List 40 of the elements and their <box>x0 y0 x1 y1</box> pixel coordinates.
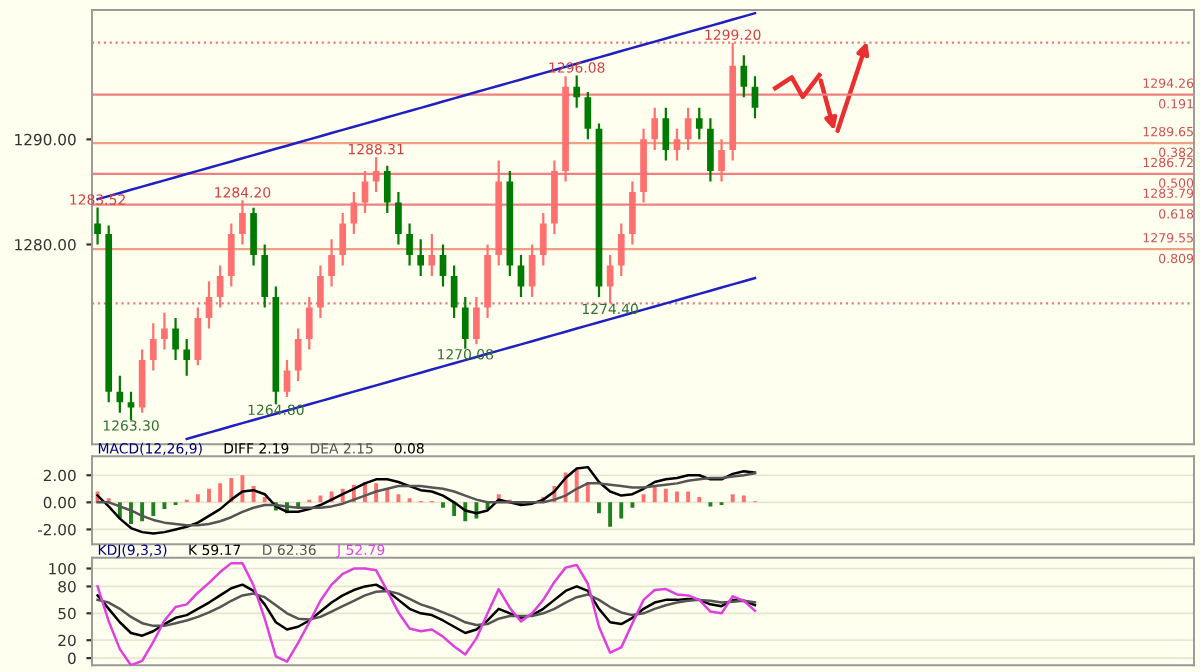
candlestick <box>695 106 703 141</box>
candlestick <box>473 295 480 346</box>
candlestick <box>383 164 391 215</box>
candlestick <box>194 306 202 367</box>
candlestick <box>428 232 436 278</box>
candlestick <box>183 337 191 377</box>
candlestick <box>305 295 313 351</box>
candlestick <box>573 74 581 109</box>
candlestick <box>673 127 681 162</box>
candlestick <box>707 117 714 183</box>
candlestick <box>339 211 347 267</box>
candlestick <box>149 322 157 372</box>
candlestick <box>406 222 413 267</box>
candlestick <box>261 243 269 309</box>
candlestick <box>629 180 636 246</box>
candlestick <box>740 54 748 99</box>
candlestick <box>172 316 179 362</box>
candlestick <box>94 206 101 246</box>
candlestick <box>718 138 725 183</box>
line-series <box>96 561 757 666</box>
candlestick <box>450 264 458 320</box>
candlestick <box>294 327 302 383</box>
candlestick <box>662 106 670 162</box>
candlestick <box>227 222 235 288</box>
candlestick <box>617 222 625 278</box>
candlestick <box>328 238 335 288</box>
candlestick <box>461 295 469 350</box>
line-series <box>96 589 757 628</box>
candlestick <box>539 211 547 267</box>
candlestick <box>317 264 324 320</box>
candlestick <box>528 243 536 299</box>
candlestick <box>417 238 425 278</box>
candlestick <box>250 206 257 267</box>
candlestick <box>584 90 592 141</box>
line-series <box>96 583 757 637</box>
candlestick <box>239 199 246 246</box>
candlestick <box>651 106 659 151</box>
line-series <box>185 276 757 441</box>
candlestick <box>161 311 168 351</box>
candlestick <box>395 190 402 246</box>
